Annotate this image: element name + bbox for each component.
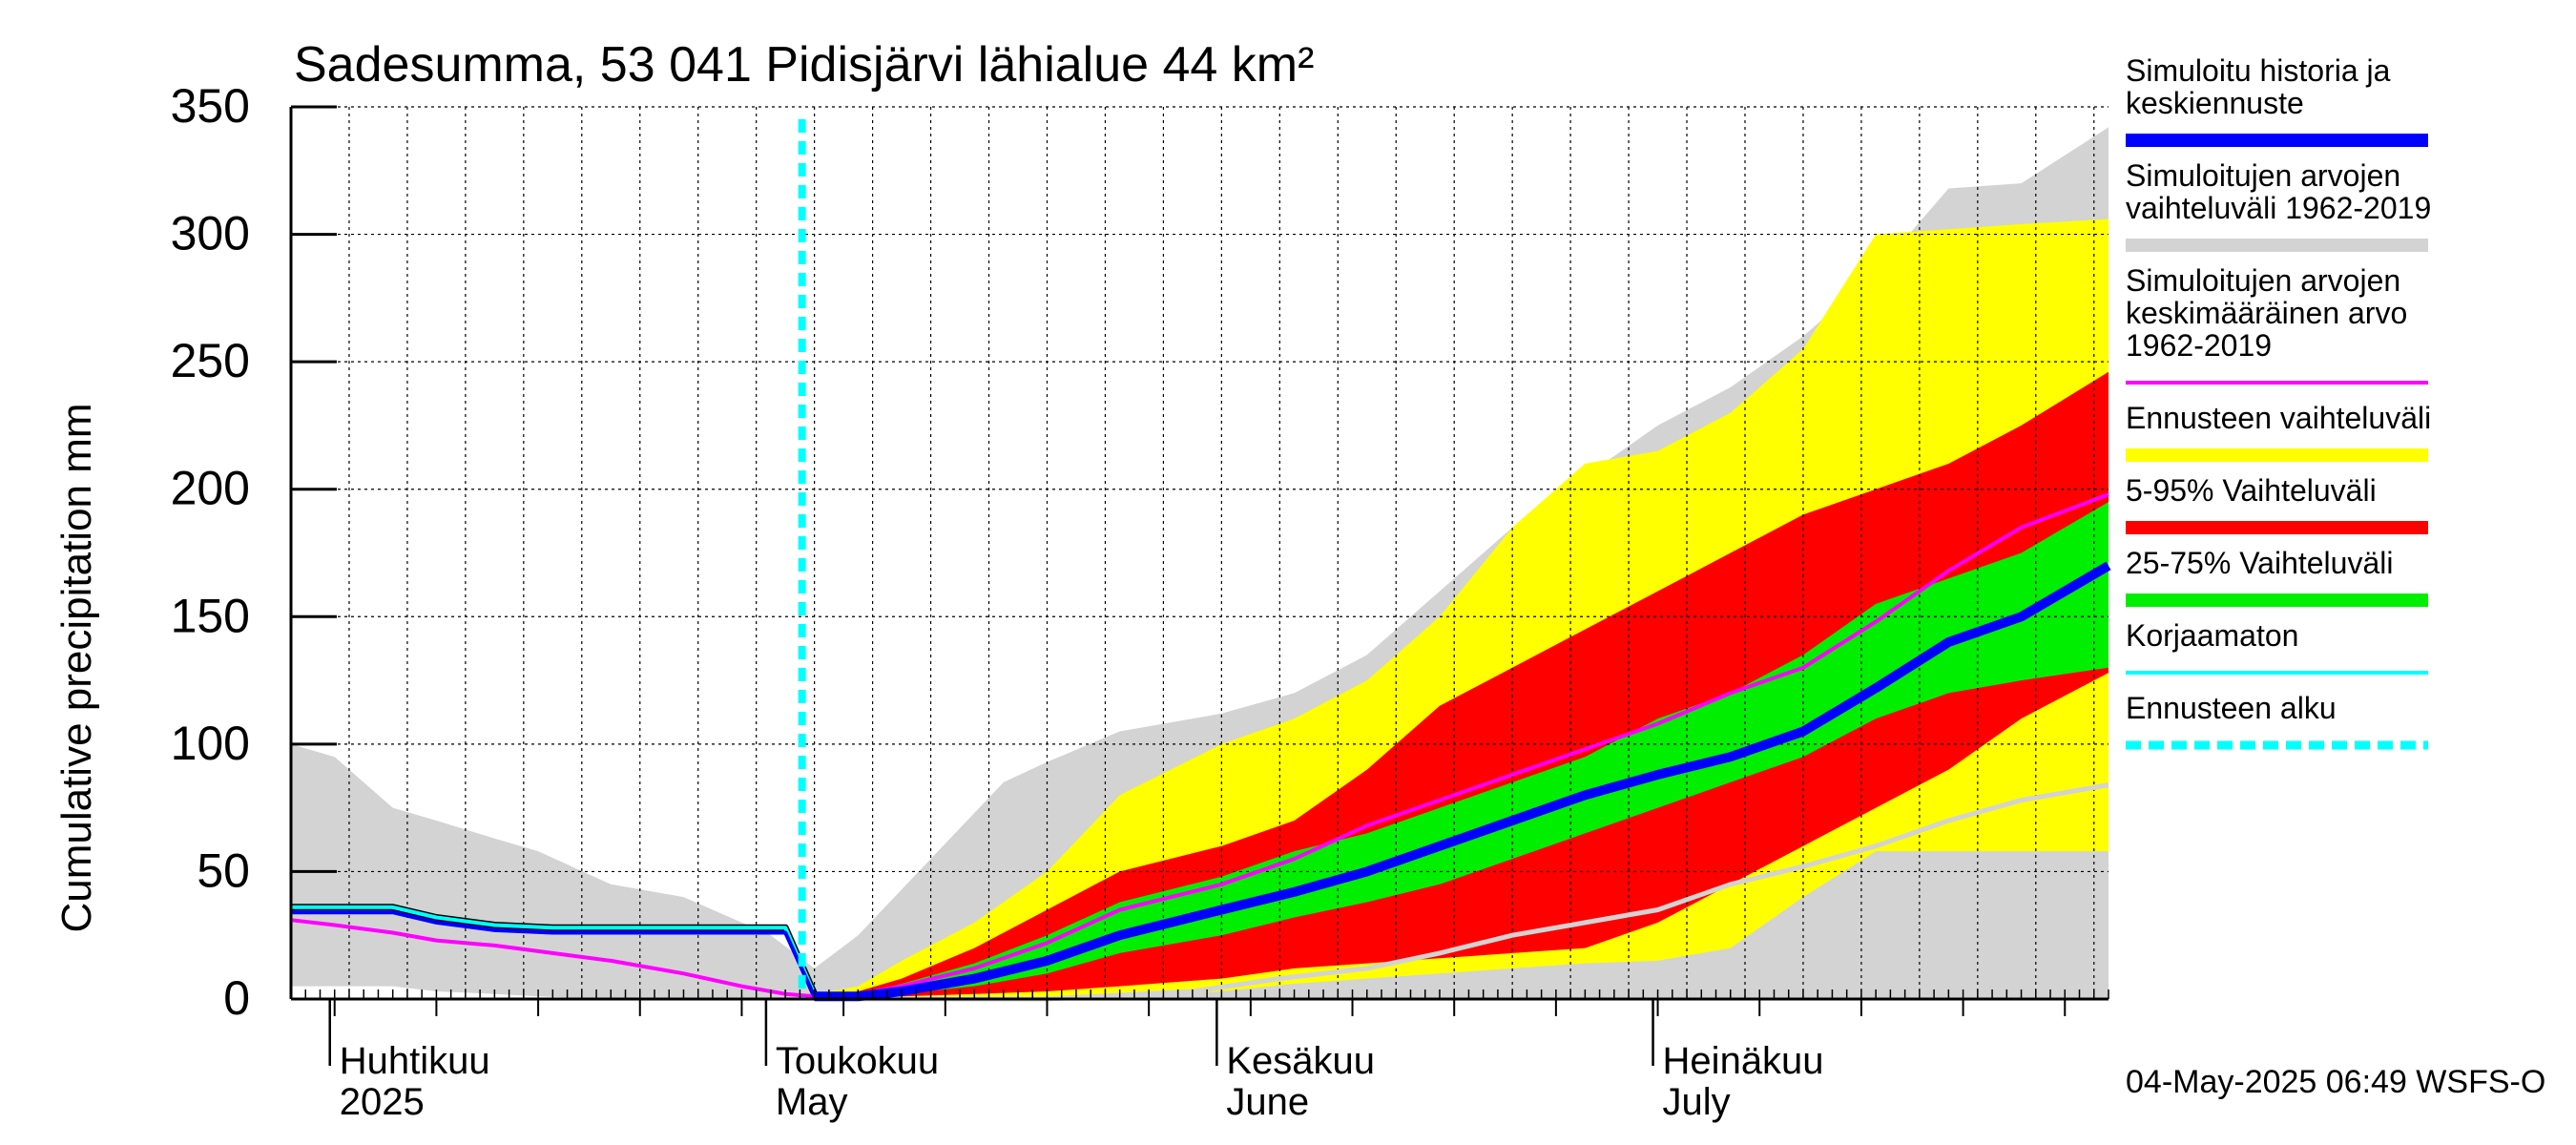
- p5-95-band: [814, 371, 2109, 999]
- legend-label: 5-95% Vaihteluväli: [2126, 473, 2377, 508]
- month-label-en: July: [1663, 1081, 1731, 1123]
- band-layer: [291, 127, 2109, 999]
- legend-label: Ennusteen alku: [2126, 691, 2337, 725]
- y-tick-label: 250: [171, 334, 250, 387]
- legend-label: Ennusteen vaihteluväli: [2126, 401, 2431, 435]
- month-label-fi: Heinäkuu: [1663, 1040, 1824, 1082]
- mean-sim-line: [290, 492, 2109, 999]
- history-line: [291, 910, 817, 998]
- month-label-fi: Huhtikuu: [340, 1040, 490, 1082]
- legend-label: Simuloitujen arvojen: [2126, 263, 2400, 298]
- line-layer: [290, 119, 2111, 1002]
- uncorrected-line: [291, 905, 817, 995]
- legend-label: keskimääräinen arvo: [2126, 296, 2407, 330]
- y-tick-label: 200: [171, 462, 250, 515]
- legend-label: Korjaamaton: [2126, 618, 2298, 653]
- y-tick-label: 50: [197, 843, 250, 897]
- y-axis-label: Cumulative precipitation mm: [53, 403, 100, 932]
- legend-label: vaihteluväli 1962-2019: [2126, 191, 2431, 225]
- month-label-fi: Toukokuu: [776, 1040, 939, 1082]
- legend-label: Simuloitujen arvojen: [2126, 158, 2400, 193]
- month-label-fi: Kesäkuu: [1226, 1040, 1375, 1082]
- y-tick-label: 100: [171, 717, 250, 770]
- y-tick-label: 300: [171, 207, 250, 260]
- footer-timestamp: 04-May-2025 06:49 WSFS-O: [2126, 1064, 2545, 1100]
- y-tick-label: 0: [223, 971, 250, 1025]
- legend-label: keskiennuste: [2126, 86, 2304, 120]
- legend-label: Simuloitu historia ja: [2126, 53, 2391, 88]
- legend-label: 1962-2019: [2126, 328, 2272, 363]
- forecast-median-line: [814, 561, 2111, 1002]
- legend-label: 25-75% Vaihteluväli: [2126, 546, 2393, 580]
- y-tick-label: 150: [171, 589, 250, 642]
- grid-layer: [291, 106, 2109, 999]
- month-label-en: May: [776, 1081, 848, 1123]
- month-label-en: 2025: [340, 1081, 425, 1123]
- y-tick-label: 350: [171, 79, 250, 133]
- chart-title: Sadesumma, 53 041 Pidisjärvi lähialue 44…: [294, 37, 1314, 93]
- month-label-en: June: [1226, 1081, 1309, 1123]
